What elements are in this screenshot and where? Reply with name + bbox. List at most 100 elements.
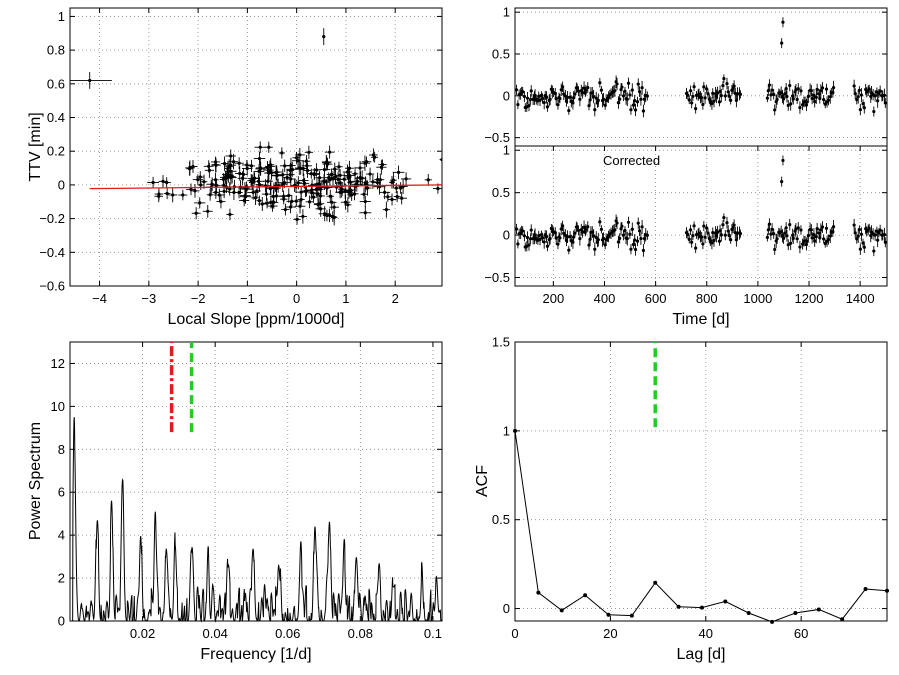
data-point	[688, 224, 693, 236]
data-point	[584, 224, 588, 235]
data-point	[335, 186, 346, 199]
acf-point	[653, 580, 658, 585]
acf-point	[606, 612, 611, 617]
data-point	[690, 236, 694, 248]
data-point	[290, 178, 299, 193]
data-point	[248, 159, 256, 172]
data-point	[293, 213, 301, 225]
data-point	[814, 229, 818, 244]
data-point	[548, 93, 552, 105]
data-point	[715, 86, 720, 100]
data-point	[717, 97, 722, 107]
data-point	[239, 194, 250, 207]
x-tick-label: −2	[191, 291, 206, 306]
data-point	[633, 243, 638, 256]
fit-line	[89, 184, 443, 190]
data-point	[692, 221, 696, 231]
data-point	[237, 171, 248, 186]
panel-ttv-vs-time-raw: −0.5 0 0.5 1	[484, 5, 888, 147]
data-point	[424, 173, 432, 186]
data-point	[706, 228, 710, 238]
y-tick-label: 0	[58, 177, 65, 192]
data-point	[633, 234, 637, 246]
x-tick-label: 0	[293, 291, 300, 306]
data-point	[705, 84, 709, 94]
data-point	[799, 225, 803, 235]
data-point	[820, 221, 825, 233]
corrected-annotation: Corrected	[603, 153, 660, 168]
x-axis-label: Frequency [1/d]	[200, 646, 311, 663]
data-point	[732, 80, 736, 93]
data-point	[857, 86, 861, 95]
data-point	[711, 88, 715, 99]
data-point	[256, 195, 263, 206]
data-point	[255, 161, 267, 176]
data-point	[729, 235, 733, 244]
data-point	[784, 222, 788, 234]
data-point	[630, 222, 634, 236]
data-point	[382, 201, 390, 218]
data-point	[618, 94, 622, 105]
data-point	[383, 191, 393, 202]
data-point	[710, 236, 714, 250]
panel-ttv-vs-slope: −4 −3 −2 −1 0 1 2 −0.6 −0.4 −0.2 0 0.2 0.4 0.6 0.8 1 Loc…	[27, 7, 443, 328]
data-point	[522, 230, 526, 242]
data-point	[631, 240, 636, 249]
data-point	[625, 231, 629, 246]
data-point	[294, 176, 302, 190]
data-point	[371, 151, 379, 163]
y-tick-label: 0.2	[47, 144, 65, 159]
data-point	[773, 243, 777, 255]
data-point	[359, 195, 371, 208]
data-point	[789, 97, 793, 111]
data-point	[277, 168, 289, 181]
y-tick-label: 6	[58, 485, 65, 500]
data-point	[784, 82, 788, 95]
x-tick-label: 400	[594, 291, 616, 306]
data-points	[70, 28, 442, 226]
x-axis-label: Lag [d]	[677, 646, 726, 663]
data-point	[719, 228, 723, 242]
data-point	[545, 101, 550, 112]
data-point	[261, 187, 272, 201]
data-point	[373, 175, 382, 190]
data-point	[592, 229, 596, 243]
data-point	[814, 90, 818, 104]
data-point	[789, 236, 793, 250]
data-point	[623, 86, 627, 96]
data-point	[824, 222, 829, 234]
data-point	[882, 88, 887, 103]
data-point	[796, 222, 800, 234]
data-point	[613, 223, 617, 236]
data-point	[785, 90, 789, 103]
y-tick-label: −0.5	[484, 130, 510, 145]
data-point	[620, 222, 624, 231]
data-point	[234, 157, 244, 170]
y-tick-label: 12	[51, 356, 65, 371]
data-point	[765, 233, 769, 242]
acf-point	[770, 619, 775, 624]
acf-point	[699, 605, 704, 610]
y-axis-label: TTV [min]	[27, 112, 44, 181]
data-point	[340, 194, 351, 210]
y-tick-label: 0.6	[47, 76, 65, 91]
data-point	[606, 230, 611, 243]
data-point	[626, 77, 631, 89]
data-point	[781, 232, 786, 244]
data-point	[593, 103, 597, 117]
acf-point	[885, 588, 889, 593]
data-point	[247, 185, 259, 200]
data-point	[514, 84, 519, 95]
data-point	[213, 188, 225, 202]
y-axis-label: Power Spectrum	[27, 422, 44, 540]
data-point	[798, 240, 802, 254]
data-point	[393, 182, 400, 194]
data-point	[397, 182, 404, 194]
data-point	[635, 96, 640, 107]
data-point	[358, 170, 367, 186]
x-tick-label: 200	[542, 291, 564, 306]
data-point	[629, 244, 633, 255]
y-tick-label: −0.6	[39, 279, 65, 294]
data-point	[278, 177, 291, 189]
data-point	[376, 173, 385, 186]
